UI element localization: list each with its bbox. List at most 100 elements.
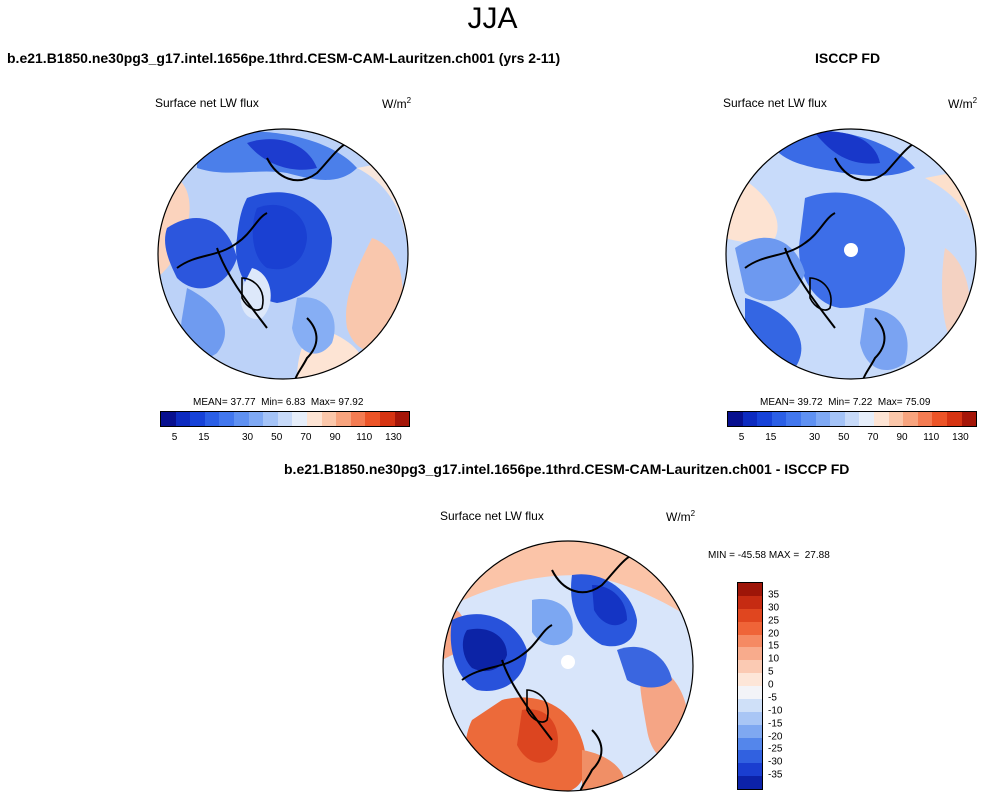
colorbar-swatch [219, 412, 234, 426]
panel1-colorbar [160, 411, 410, 427]
colorbar-swatch [738, 608, 762, 622]
panel2-colorbar-ticks: 5 15 30 50 70 90 110 130 [727, 432, 975, 444]
colorbar-swatch [204, 412, 220, 426]
colorbar-swatch [728, 412, 743, 426]
colorbar-tick-label: -15 [768, 718, 783, 730]
colorbar-tick-label: 30 [241, 432, 254, 443]
panel1-stats: MEAN= 37.77 Min= 6.83 Max= 97.92 [193, 397, 364, 408]
panel3-colorbar [737, 582, 763, 790]
colorbar-swatch [844, 412, 860, 426]
panel2-variable-label: Surface net LW flux [723, 96, 827, 110]
colorbar-tick-label: 70 [867, 432, 879, 443]
panel1-colorbar-ticks: 5 15 30 50 70 90 110 130 [160, 432, 408, 444]
colorbar-swatch [233, 412, 249, 426]
panel3-title: b.e21.B1850.ne30pg3_g17.intel.1656pe.1th… [284, 461, 850, 477]
panel2-title: ISCCP FD [815, 50, 881, 66]
colorbar-swatch [394, 412, 410, 426]
colorbar-swatch [946, 412, 962, 426]
colorbar-swatch [800, 412, 816, 426]
panel3-variable-label: Surface net LW flux [440, 509, 544, 523]
colorbar-swatch [738, 750, 762, 764]
colorbar-swatch [738, 737, 762, 751]
colorbar-swatch [175, 412, 191, 426]
figure-title: JJA [467, 2, 518, 35]
colorbar-tick-label: -30 [768, 756, 783, 768]
colorbar-tick-label: 90 [896, 432, 908, 443]
colorbar-tick-label: -20 [768, 731, 783, 742]
colorbar-tick-label: 110 [356, 432, 373, 443]
colorbar-tick-label: 50 [838, 432, 850, 443]
colorbar-tick-label: 5 [738, 432, 745, 443]
colorbar-swatch [738, 595, 762, 609]
colorbar-swatch [917, 412, 933, 426]
panel1-variable-label: Surface net LW flux [155, 96, 259, 110]
colorbar-swatch [873, 412, 889, 426]
panel2-colorbar [727, 411, 977, 427]
panel2-polar-map [725, 128, 977, 380]
colorbar-tick-label: 15 [198, 432, 210, 443]
colorbar-swatch [292, 412, 307, 426]
colorbar-tick-label: -10 [768, 705, 783, 717]
panel3-unit-label: W/m2 [666, 509, 696, 524]
colorbar-swatch [738, 698, 762, 712]
colorbar-swatch [738, 763, 762, 777]
colorbar-swatch [903, 412, 918, 426]
colorbar-swatch [248, 412, 264, 426]
colorbar-swatch [738, 634, 762, 648]
colorbar-tick-label: 10 [768, 653, 780, 665]
colorbar-swatch [365, 412, 380, 426]
colorbar-tick-label: 5 [171, 432, 178, 443]
panel2-stats: MEAN= 39.72 Min= 7.22 Max= 75.09 [760, 397, 931, 408]
panel1-unit-label: W/m2 [382, 96, 412, 111]
panel1-title: b.e21.B1850.ne30pg3_g17.intel.1656pe.1th… [7, 50, 561, 66]
colorbar-tick-label: 30 [768, 602, 780, 614]
colorbar-tick-label: 30 [808, 432, 821, 443]
colorbar-tick-label: -25 [768, 743, 783, 755]
colorbar-tick-label: 5 [768, 666, 774, 678]
colorbar-swatch [757, 412, 772, 426]
panel3-polar-map [442, 540, 694, 792]
colorbar-swatch [738, 647, 762, 661]
colorbar-tick-label: 25 [768, 615, 780, 627]
colorbar-tick-label: 70 [300, 432, 312, 443]
colorbar-tick-label: -35 [768, 769, 783, 781]
colorbar-swatch [738, 711, 762, 725]
colorbar-swatch [961, 412, 977, 426]
colorbar-tick-label: 0 [768, 679, 774, 691]
colorbar-swatch [786, 412, 801, 426]
colorbar-swatch [742, 412, 758, 426]
panel3-colorbar-ticks: 35 30 25 20 15 10 5 0 -5 -10 -15 -20 -25 -30 -35 [768, 582, 798, 788]
colorbar-tick-label: 15 [768, 640, 780, 652]
colorbar-tick-label: 15 [765, 432, 777, 443]
panel3-stats: MIN = -45.58 MAX = 27.88 [708, 550, 830, 561]
colorbar-swatch [350, 412, 366, 426]
colorbar-tick-label: 110 [923, 432, 940, 443]
colorbar-tick-label: 90 [329, 432, 341, 443]
colorbar-swatch [859, 412, 874, 426]
colorbar-tick-label: 130 [952, 432, 969, 443]
colorbar-swatch [336, 412, 351, 426]
colorbar-swatch [738, 776, 762, 789]
colorbar-swatch [263, 412, 278, 426]
colorbar-swatch [738, 583, 762, 596]
colorbar-swatch [277, 412, 293, 426]
colorbar-swatch [321, 412, 337, 426]
colorbar-swatch [932, 412, 947, 426]
colorbar-swatch [161, 412, 176, 426]
colorbar-swatch [306, 412, 322, 426]
colorbar-swatch [815, 412, 831, 426]
colorbar-swatch [771, 412, 787, 426]
colorbar-tick-label: 20 [768, 628, 780, 639]
colorbar-swatch [888, 412, 904, 426]
colorbar-swatch [738, 660, 762, 674]
colorbar-swatch [738, 724, 762, 738]
panel1-polar-map [157, 128, 409, 380]
colorbar-swatch [379, 412, 395, 426]
colorbar-tick-label: -5 [768, 692, 777, 704]
colorbar-tick-label: 50 [271, 432, 283, 443]
colorbar-swatch [190, 412, 205, 426]
colorbar-tick-label: 35 [768, 589, 780, 601]
colorbar-tick-label: 130 [385, 432, 402, 443]
colorbar-swatch [738, 673, 762, 686]
colorbar-swatch [830, 412, 845, 426]
